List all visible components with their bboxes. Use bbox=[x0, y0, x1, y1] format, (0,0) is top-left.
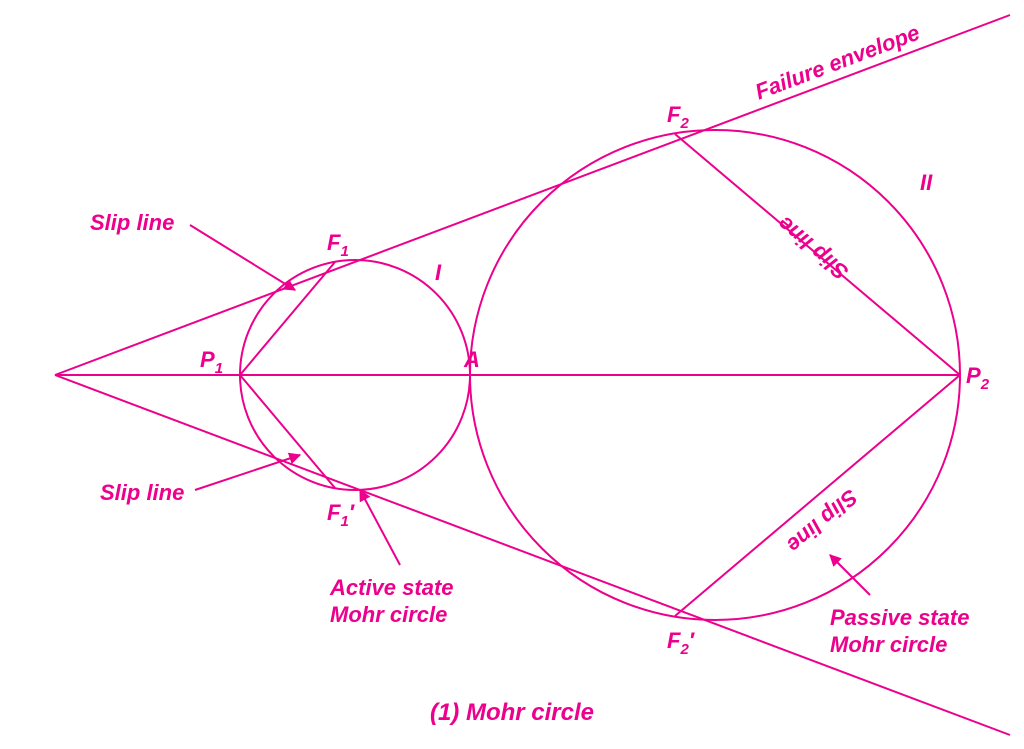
label-slip-line-callout-lower: Slip line bbox=[100, 480, 184, 505]
failure-envelope-upper bbox=[55, 15, 1010, 375]
pointer-slip-upper bbox=[190, 225, 295, 290]
failure-envelope-lower bbox=[55, 375, 1010, 735]
label-I: I bbox=[435, 260, 442, 285]
slip-line-2-lower bbox=[675, 375, 960, 616]
label-A: A bbox=[463, 347, 480, 372]
label-active-mohr: Mohr circle bbox=[330, 602, 447, 627]
label-F1: F1 bbox=[327, 230, 349, 260]
mohr-circle-diagram: F1F2F1′F2′P1P2AIIIFailure envelopeSlip l… bbox=[0, 0, 1024, 749]
caption: (1) Mohr circle bbox=[430, 699, 594, 726]
pointer-active-circle bbox=[360, 490, 400, 565]
label-failure-envelope: Failure envelope bbox=[752, 20, 923, 105]
label-II: II bbox=[920, 170, 933, 195]
label-slip-line-lower-big: Slip line bbox=[782, 484, 863, 558]
label-slip-line-callout-upper: Slip line bbox=[90, 210, 174, 235]
label-active-state: Active state bbox=[329, 575, 454, 600]
label-F1-prime: F1′ bbox=[327, 500, 356, 530]
label-P2: P2 bbox=[966, 363, 990, 393]
label-passive-mohr: Mohr circle bbox=[830, 632, 947, 657]
label-slip-line-upper-big: Slip line bbox=[772, 211, 853, 285]
label-P1: P1 bbox=[200, 347, 223, 377]
label-F2: F2 bbox=[667, 102, 689, 132]
pointer-slip-lower bbox=[195, 455, 300, 490]
label-passive-state: Passive state bbox=[830, 605, 969, 630]
label-F2-prime: F2′ bbox=[667, 628, 696, 658]
